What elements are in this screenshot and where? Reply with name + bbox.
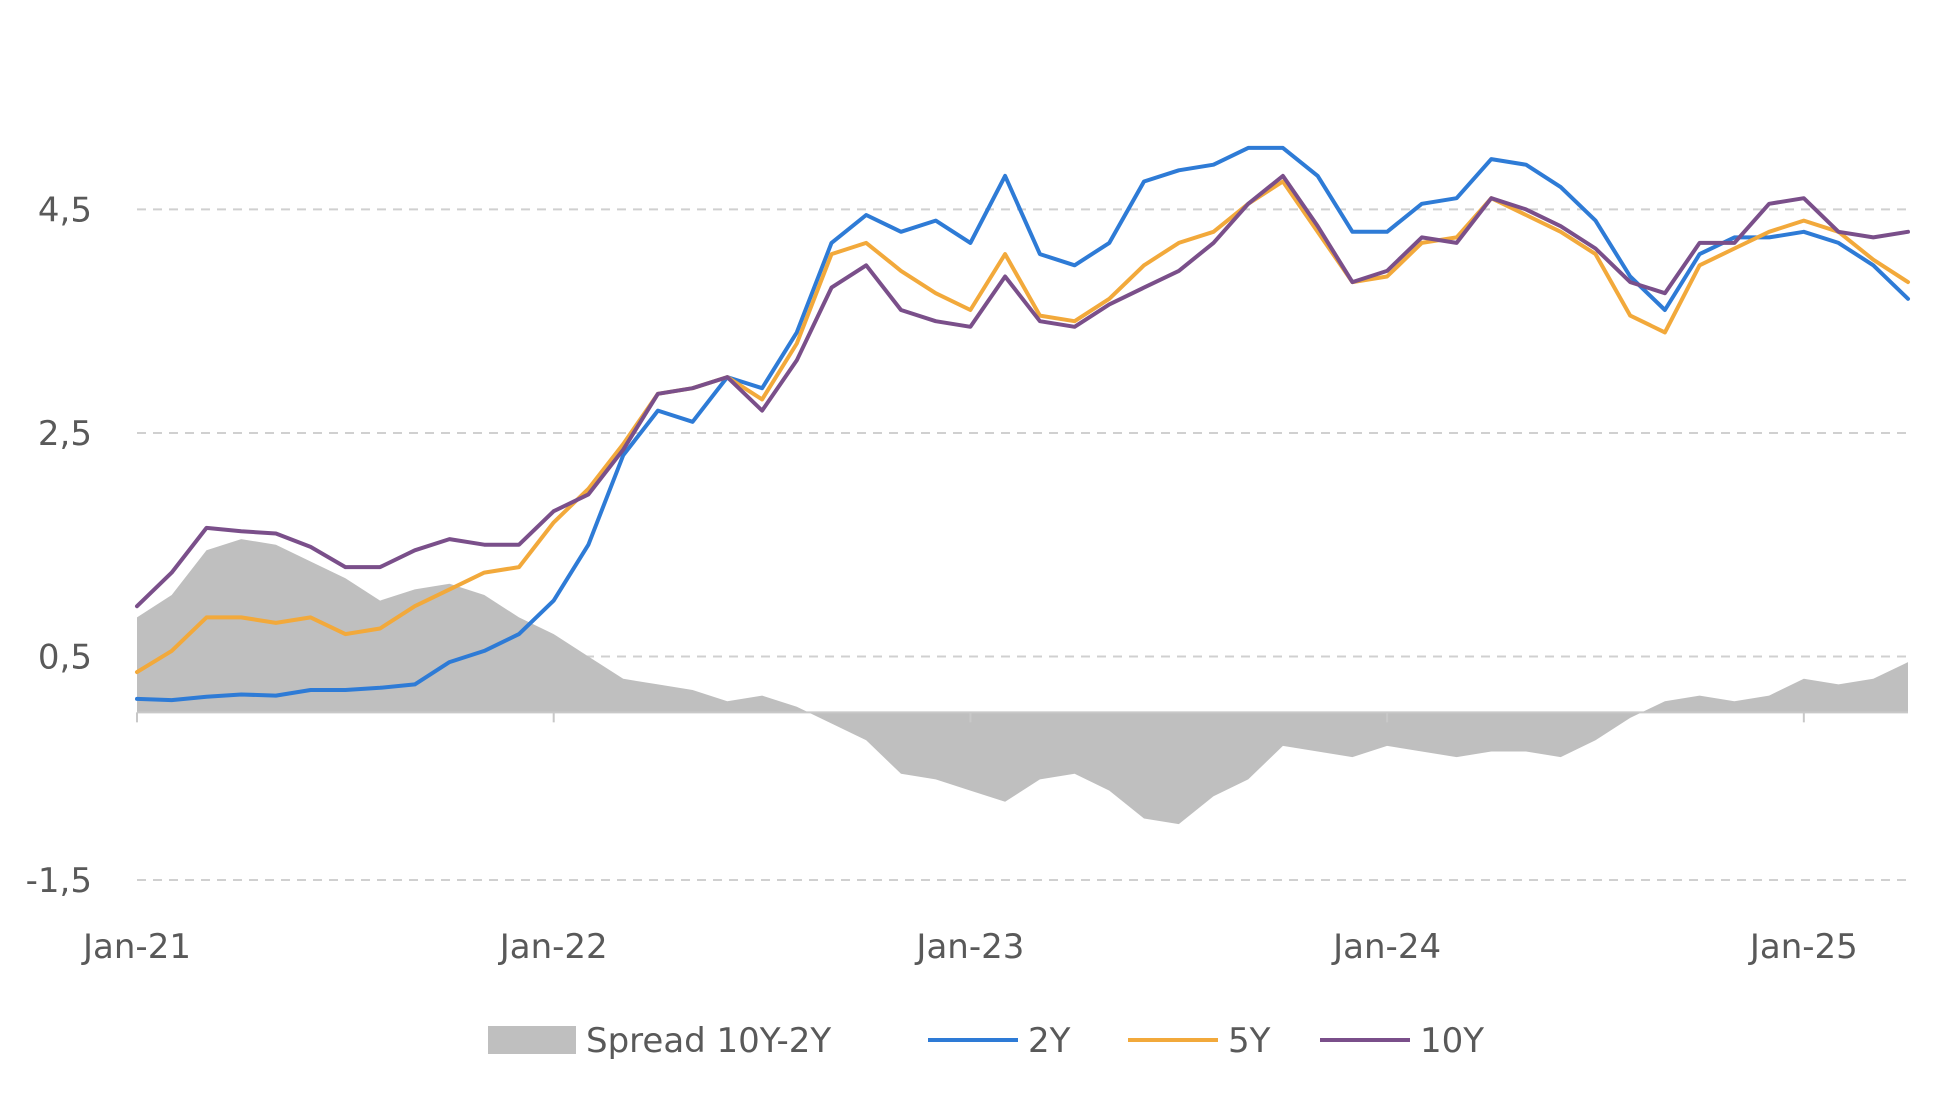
x-tick-label: Jan-21 bbox=[81, 927, 191, 967]
x-tick-label: Jan-24 bbox=[1331, 927, 1441, 967]
legend: Spread 10Y-2Y 2Y 5Y 10Y bbox=[488, 1021, 1484, 1061]
y-tick-label: 2,5 bbox=[38, 414, 92, 454]
legend-item: 10Y bbox=[1320, 1021, 1484, 1061]
x-tick-label: Jan-25 bbox=[1748, 927, 1858, 967]
x-tick-label: Jan-23 bbox=[914, 927, 1024, 967]
y-tick-label: 0,5 bbox=[38, 637, 92, 677]
spread-area-layer bbox=[137, 539, 1908, 825]
legend-item: 5Y bbox=[1128, 1021, 1271, 1061]
series-line-2y bbox=[135, 145, 1910, 703]
legend-label: Spread 10Y-2Y bbox=[586, 1021, 831, 1061]
x-tick-label: Jan-22 bbox=[498, 927, 608, 967]
legend-label: 10Y bbox=[1420, 1021, 1484, 1061]
legend-item: Spread 10Y-2Y bbox=[488, 1021, 831, 1061]
series-lines bbox=[135, 145, 1910, 703]
legend-swatch bbox=[488, 1026, 576, 1054]
y-axis-ticks: 4,5 2,5 0,5 -1,5 bbox=[26, 190, 92, 901]
series-line-5y bbox=[135, 179, 1910, 675]
x-axis-ticks: Jan-21 Jan-22 Jan-23 Jan-24 Jan-25 bbox=[81, 712, 1858, 967]
series-line-10y bbox=[135, 173, 1910, 609]
legend-item: 2Y bbox=[928, 1021, 1071, 1061]
y-tick-label: -1,5 bbox=[26, 861, 92, 901]
legend-label: 2Y bbox=[1028, 1021, 1071, 1061]
legend-label: 5Y bbox=[1228, 1021, 1271, 1061]
series-area-spread bbox=[137, 539, 1908, 825]
y-tick-label: 4,5 bbox=[38, 190, 92, 230]
